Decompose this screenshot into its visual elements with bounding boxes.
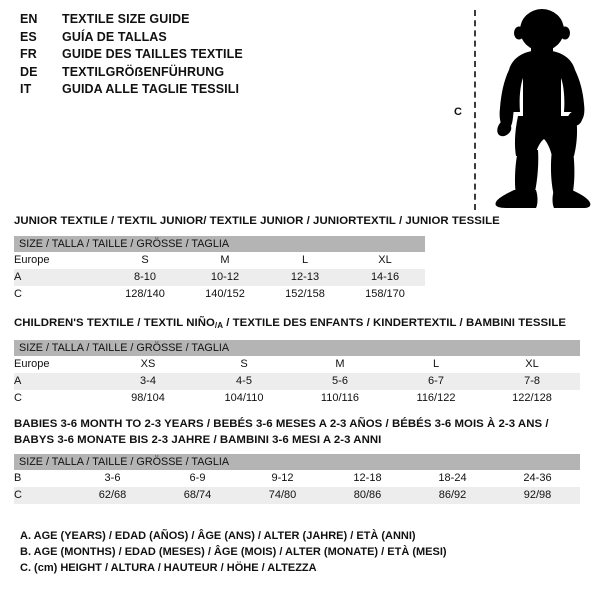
row-label: Europe xyxy=(14,251,105,269)
language-code: EN xyxy=(20,12,38,26)
table-cell: L xyxy=(265,251,345,269)
table-cell: M xyxy=(185,251,265,269)
language-code: FR xyxy=(20,47,37,61)
table-cell: XL xyxy=(345,251,426,269)
table-cell: 3-4 xyxy=(100,372,196,390)
table-cell: 12-18 xyxy=(325,470,410,487)
row-label: B xyxy=(14,470,70,487)
table-cell: 98/104 xyxy=(100,389,196,407)
table-cell: 8-10 xyxy=(105,268,185,286)
table-cell: 74/80 xyxy=(240,487,325,504)
language-code: DE xyxy=(20,64,38,79)
language-title: TEXTILGRÖẞENFÜHRUNG xyxy=(62,64,225,79)
table-cell: 18-24 xyxy=(410,470,495,487)
height-axis-label: C xyxy=(454,106,462,118)
section-babies-textile: BABIES 3-6 MONTH TO 2-3 YEARS / BEBÉS 3-… xyxy=(14,417,580,504)
table-cell: 110/116 xyxy=(292,389,388,407)
section-title: JUNIOR TEXTILE / TEXTIL JUNIOR/ TEXTILE … xyxy=(14,215,500,227)
children-size-table: SIZE / TALLA / TAILLE / GRÖSSE / TAGLIA … xyxy=(14,339,581,407)
table-cell: 104/110 xyxy=(196,389,292,407)
table-cell: 140/152 xyxy=(185,285,265,303)
language-row: EN TEXTILE SIZE GUIDE xyxy=(20,12,440,30)
table-row: Europe S M L XL xyxy=(14,251,426,269)
table-cell: 7-8 xyxy=(484,372,581,390)
size-band-label: SIZE / TALLA / TAILLE / GRÖSSE / TAGLIA xyxy=(14,454,580,470)
row-label: Europe xyxy=(14,355,100,373)
table-band-row: SIZE / TALLA / TAILLE / GRÖSSE / TAGLIA xyxy=(14,454,580,470)
language-row: DE TEXTILGRÖẞENFÜHRUNG xyxy=(20,65,440,83)
language-title: TEXTILE SIZE GUIDE xyxy=(62,12,190,26)
language-row: ES GUÍA DE TALLAS xyxy=(20,30,440,48)
table-cell: 80/86 xyxy=(325,487,410,504)
table-cell: XL xyxy=(484,355,581,373)
babies-size-table: SIZE / TALLA / TAILLE / GRÖSSE / TAGLIA … xyxy=(14,454,580,504)
table-row: C 62/68 68/74 74/80 80/86 86/92 92/98 xyxy=(14,487,580,504)
measurement-legend: A. AGE (YEARS) / EDAD (AÑOS) / ÂGE (ANS)… xyxy=(20,528,580,576)
table-cell: 62/68 xyxy=(70,487,155,504)
table-cell: 12-13 xyxy=(265,268,345,286)
table-cell: S xyxy=(105,251,185,269)
language-code: ES xyxy=(20,29,37,44)
table-cell: 9-12 xyxy=(240,470,325,487)
section-title: CHILDREN'S TEXTILE / TEXTIL NIÑO/A / TEX… xyxy=(14,316,580,334)
table-cell: 86/92 xyxy=(410,487,495,504)
section-junior-textile: JUNIOR TEXTILE / TEXTIL JUNIOR/ TEXTILE … xyxy=(14,214,500,303)
table-cell: XS xyxy=(100,355,196,373)
section-title-line2: BABYS 3-6 MONATE BIS 2-3 JAHRE / BAMBINI… xyxy=(14,433,382,446)
table-band-row: SIZE / TALLA / TAILLE / GRÖSSE / TAGLIA xyxy=(14,339,581,356)
table-cell: M xyxy=(292,355,388,373)
table-cell: 24-36 xyxy=(495,470,580,487)
table-row: A 3-4 4-5 5-6 6-7 7-8 xyxy=(14,372,581,390)
table-cell: 6-7 xyxy=(388,372,484,390)
junior-size-table: SIZE / TALLA / TAILLE / GRÖSSE / TAGLIA … xyxy=(14,235,426,303)
legend-line-b: B. AGE (MONTHS) / EDAD (MESES) / ÂGE (MO… xyxy=(20,546,447,558)
table-row: C 128/140 140/152 152/158 158/170 xyxy=(14,285,426,303)
row-label: C xyxy=(14,389,100,407)
size-band-label: SIZE / TALLA / TAILLE / GRÖSSE / TAGLIA xyxy=(14,235,426,252)
table-cell: 6-9 xyxy=(155,470,240,487)
section-title-part1: CHILDREN'S TEXTILE / TEXTIL NIÑO xyxy=(14,317,215,329)
table-cell: 122/128 xyxy=(484,389,581,407)
table-cell: 14-16 xyxy=(345,268,426,286)
table-row: C 98/104 104/110 110/116 116/122 122/128 xyxy=(14,389,581,407)
row-label: C xyxy=(14,487,70,504)
size-band-label: SIZE / TALLA / TAILLE / GRÖSSE / TAGLIA xyxy=(14,339,581,356)
table-row: B 3-6 6-9 9-12 12-18 18-24 24-36 xyxy=(14,470,580,487)
toddler-silhouette-icon xyxy=(495,9,591,208)
table-cell: 128/140 xyxy=(105,285,185,303)
table-cell: 4-5 xyxy=(196,372,292,390)
table-cell: 158/170 xyxy=(345,285,426,303)
table-cell: 116/122 xyxy=(388,389,484,407)
language-code: IT xyxy=(20,82,32,96)
row-label: A xyxy=(14,268,105,286)
language-row: IT GUIDA ALLE TAGLIE TESSILI xyxy=(20,82,440,100)
height-dashed-axis xyxy=(474,10,476,210)
language-title: GUÍA DE TALLAS xyxy=(62,29,167,44)
row-label: C xyxy=(14,285,105,303)
table-row: Europe XS S M L XL xyxy=(14,355,581,373)
language-row: FR GUIDE DES TAILLES TEXTILE xyxy=(20,47,440,65)
table-cell: 68/74 xyxy=(155,487,240,504)
row-label: A xyxy=(14,372,100,390)
language-title: GUIDA ALLE TAGLIE TESSILI xyxy=(62,82,240,96)
table-cell: 10-12 xyxy=(185,268,265,286)
section-title-part2: / TEXTILE DES ENFANTS / KINDERTEXTIL / B… xyxy=(223,317,567,329)
table-cell: 3-6 xyxy=(70,470,155,487)
table-band-row: SIZE / TALLA / TAILLE / GRÖSSE / TAGLIA xyxy=(14,235,426,252)
section-childrens-textile: CHILDREN'S TEXTILE / TEXTIL NIÑO/A / TEX… xyxy=(14,316,581,407)
section-title-line1: BABIES 3-6 MONTH TO 2-3 YEARS / BEBÉS 3-… xyxy=(14,418,549,430)
height-reference-figure: C xyxy=(440,6,600,211)
table-cell: 5-6 xyxy=(292,372,388,390)
table-cell: S xyxy=(196,355,292,373)
table-row: A 8-10 10-12 12-13 14-16 xyxy=(14,268,426,286)
table-cell: 92/98 xyxy=(495,487,580,504)
language-title: GUIDE DES TAILLES TEXTILE xyxy=(62,47,243,61)
section-title-subscript: /A xyxy=(214,321,224,330)
table-cell: L xyxy=(388,355,484,373)
legend-line-c: C. (cm) HEIGHT / ALTURA / HAUTEUR / HÖHE… xyxy=(20,562,317,574)
language-header: EN TEXTILE SIZE GUIDE ES GUÍA DE TALLAS … xyxy=(20,12,440,100)
table-cell: 152/158 xyxy=(265,285,345,303)
legend-line-a: A. AGE (YEARS) / EDAD (AÑOS) / ÂGE (ANS)… xyxy=(20,530,416,542)
